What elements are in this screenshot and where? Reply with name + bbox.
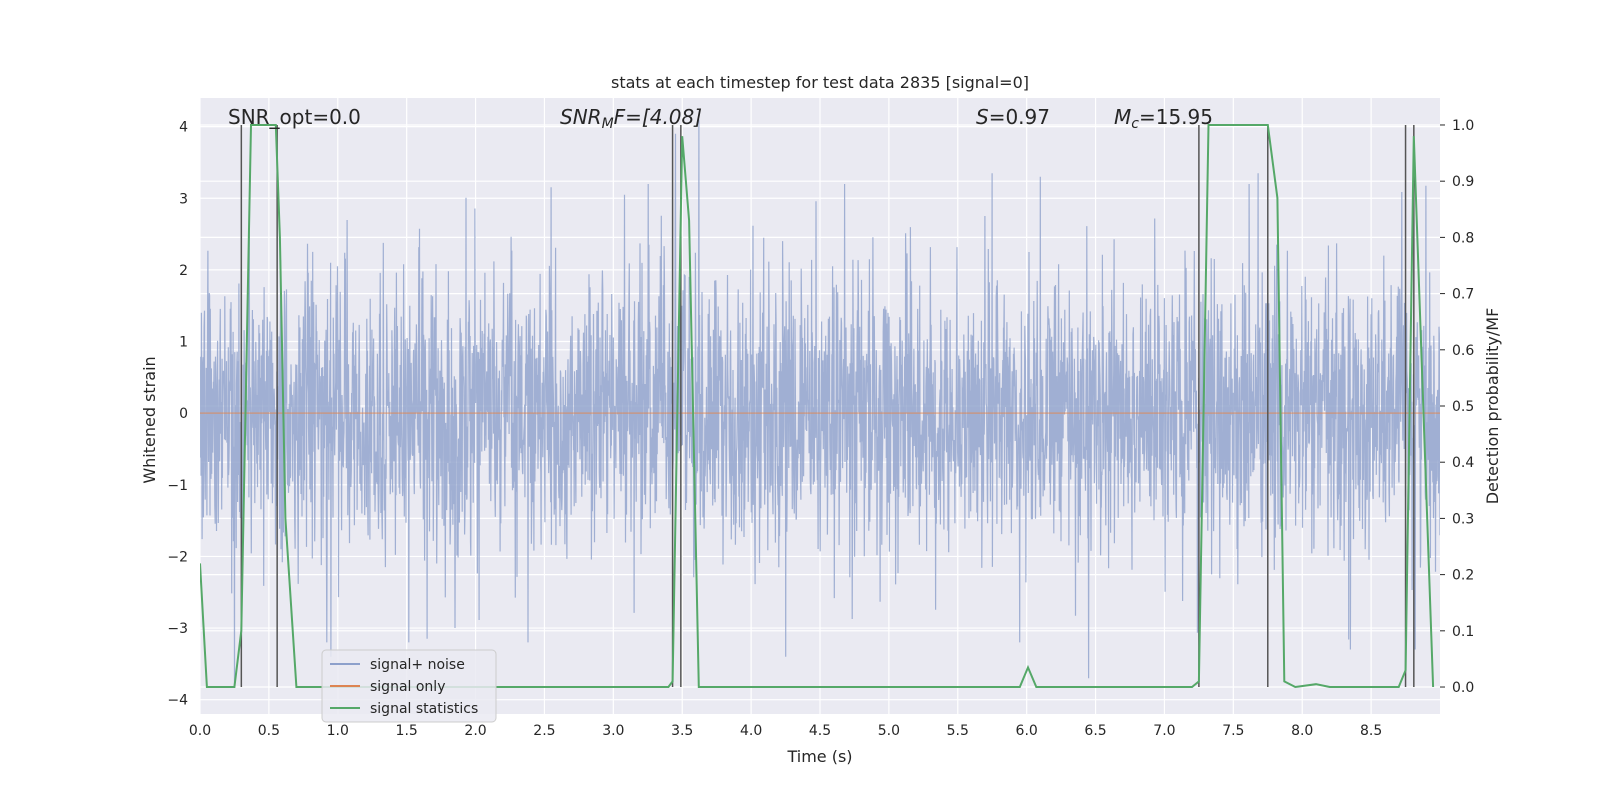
x-tick-label: 5.0 — [878, 723, 900, 739]
y-tick-label: 0 — [179, 406, 188, 422]
x-tick-labels: 0.0 0.5 1.0 1.5 2.0 2.5 3.0 3.5 4.0 4.5 5.0 5.5 6.0 6… — [189, 723, 1382, 739]
x-tick-label: 7.5 — [1222, 723, 1244, 739]
x-tick-label: 2.5 — [533, 723, 555, 739]
y2-tick-labels: 1.0 0.9 0.8 0.7 0.6 0.5 0.4 0.3 0.2 0.1 0.0 — [1452, 118, 1474, 696]
annotation-mc: Mc=15.95 — [1114, 105, 1213, 132]
y-axis-label: Whitened strain — [140, 356, 159, 483]
y2-tick-label: 0.1 — [1452, 624, 1474, 640]
y-tick-label: −3 — [167, 621, 188, 637]
y-tick-label: 3 — [179, 191, 188, 207]
y2-tick-label: 0.4 — [1452, 455, 1474, 471]
y2-axis-label: Detection probability/MF — [1483, 308, 1502, 505]
y2-tick-label: 0.7 — [1452, 287, 1474, 303]
y2-tick-label: 1.0 — [1452, 118, 1474, 134]
series-signal-statistics — [200, 124, 1435, 689]
y-tick-labels: 4 3 2 1 0 −1 −2 −3 −4 — [167, 120, 188, 709]
legend-box — [321, 649, 497, 723]
x-axis-label: Time (s) — [786, 747, 852, 766]
noise-line — [200, 119, 1440, 686]
x-tick-label: 2.0 — [464, 723, 486, 739]
y-tick-label: 4 — [179, 120, 188, 136]
y-tick-label: −4 — [167, 693, 188, 709]
y2-tick-label: 0.5 — [1452, 399, 1474, 415]
y2-tick-label: 0.2 — [1452, 568, 1474, 584]
x-tick-label: 8.0 — [1291, 723, 1313, 739]
series-signal-plus-noise — [200, 119, 1440, 686]
stats-line — [200, 124, 1435, 689]
y2-tick-label: 0.3 — [1452, 511, 1474, 527]
legend-entry-stats: signal statistics — [370, 701, 478, 717]
annotation-snr-mf: SNRMF=[4.08] — [560, 105, 702, 132]
y-tick-label: 2 — [179, 263, 188, 279]
x-tick-label: 6.0 — [1016, 723, 1038, 739]
legend-entry-signal-only: signal only — [370, 679, 445, 695]
y2-tick-label: 0.6 — [1452, 343, 1474, 359]
x-tick-label: 0.0 — [189, 723, 211, 739]
vertical-marker-lines — [240, 124, 1415, 688]
legend-entry-noise: signal+ noise — [370, 657, 465, 673]
legend: signal+ noise signal only signal statist… — [321, 649, 497, 723]
y2-tick-label: 0.0 — [1452, 680, 1474, 696]
x-tick-label: 0.5 — [258, 723, 280, 739]
y2-tick-label: 0.9 — [1452, 174, 1474, 190]
x-tick-label: 5.5 — [947, 723, 969, 739]
annotation-s: S=0.97 — [976, 105, 1050, 129]
y-tick-label: −1 — [167, 478, 188, 494]
annotation-snr-opt: SNR_opt=0.0 — [228, 105, 361, 129]
x-tick-label: 6.5 — [1084, 723, 1106, 739]
y-tick-label: −2 — [167, 549, 188, 565]
x-tick-label: 3.0 — [602, 723, 624, 739]
x-tick-label: 7.0 — [1153, 723, 1175, 739]
x-tick-label: 3.5 — [671, 723, 693, 739]
x-tick-label: 4.0 — [740, 723, 762, 739]
x-tick-label: 8.5 — [1360, 723, 1382, 739]
x-tick-label: 4.5 — [809, 723, 831, 739]
x-tick-label: 1.0 — [327, 723, 349, 739]
chart-title: stats at each timestep for test data 283… — [611, 73, 1029, 92]
y2-tick-label: 0.8 — [1452, 230, 1474, 246]
x-tick-label: 1.5 — [396, 723, 418, 739]
y-tick-label: 1 — [179, 335, 188, 351]
